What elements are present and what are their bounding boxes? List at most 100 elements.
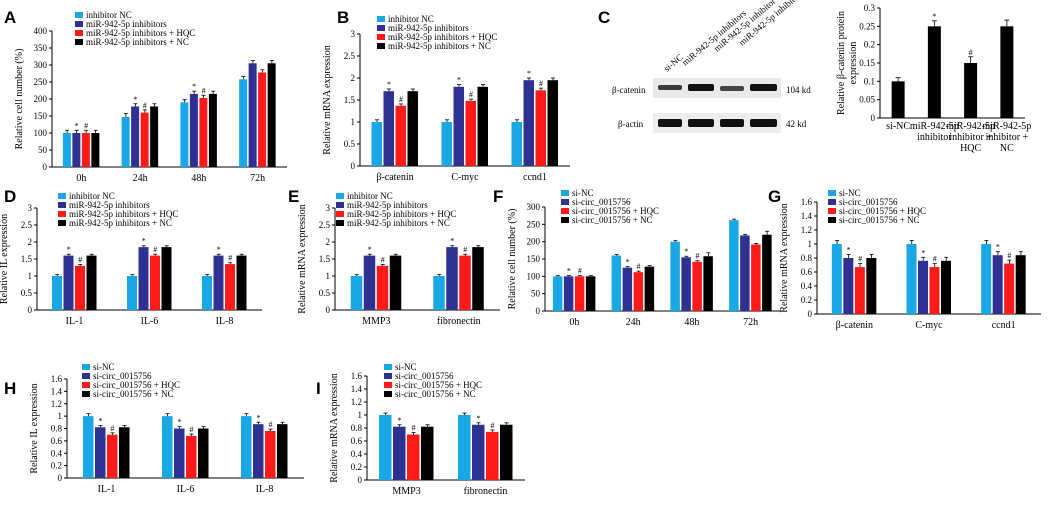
- bar: [363, 255, 376, 310]
- bar: [180, 102, 189, 167]
- y-axis-label: Relative IL expression: [0, 214, 10, 304]
- chart-panel-g: G 0 0.2 0.4 0.6 0.8 1 1.2 1.4 1.6 Relative mRNA ex…: [768, 187, 1041, 331]
- y-axis-label: Relative mRNA expression: [297, 204, 308, 313]
- bar: [150, 255, 160, 310]
- y-tick-label: 3: [351, 29, 356, 39]
- y-tick-label: 1.4: [51, 386, 63, 396]
- legend-label: si-NC: [572, 188, 594, 198]
- bar: [472, 247, 484, 310]
- significance-mark: *: [142, 237, 146, 246]
- blot-size-label: 104 kd: [786, 85, 811, 95]
- y-tick-label: 300: [527, 202, 541, 212]
- legend-swatch: [82, 364, 90, 370]
- significance-mark: #: [190, 425, 194, 434]
- chart-panel-c: C 0 0.05 0.1 0.15 0.2 0.25 0.3 Relative β-cateni…: [598, 3, 1031, 154]
- significance-mark: *: [457, 76, 461, 85]
- y-tick-label: 0.2: [801, 295, 812, 305]
- y-tick-label: 200: [34, 94, 48, 104]
- x-tick-label: 72h: [250, 173, 265, 184]
- bar: [441, 122, 452, 166]
- y-tick-label: 50: [38, 145, 48, 155]
- bar: [389, 255, 402, 310]
- bar: [107, 434, 118, 478]
- bar: [854, 267, 865, 314]
- bar: [379, 415, 392, 480]
- bar: [119, 427, 130, 478]
- significance-mark: #: [143, 101, 147, 110]
- significance-mark: *: [450, 237, 454, 246]
- x-tick-label: 48h: [684, 317, 699, 328]
- bar: [350, 276, 363, 310]
- significance-mark: #: [539, 79, 543, 88]
- chart-panel-b: B 0 0.5 1 1.5 2 2.5 3 Relative mRNA expression * #…: [322, 8, 570, 183]
- significance-mark: *: [75, 121, 79, 130]
- legend-swatch: [561, 190, 569, 196]
- legend-label: si-circ_0015756 + NC: [395, 389, 476, 399]
- bar: [1000, 26, 1014, 118]
- bar: [174, 428, 185, 478]
- legend-swatch: [82, 391, 90, 397]
- y-tick-label: 0.2: [351, 462, 362, 472]
- blot-band: [750, 84, 777, 91]
- bar: [459, 255, 471, 310]
- y-tick-label: 1: [358, 410, 363, 420]
- y-tick-label: 0.5: [21, 288, 33, 298]
- y-axis-label: Relative mRNA expression: [322, 45, 333, 154]
- bar: [964, 63, 978, 118]
- bar: [225, 264, 235, 310]
- chart-panel-f: F 0 50 100 150 200 250 300 Relative cell number …: [493, 187, 780, 328]
- bar: [239, 79, 248, 167]
- legend-swatch: [828, 217, 836, 223]
- bar: [843, 258, 854, 314]
- legend-label: inhibitor NC: [69, 191, 115, 201]
- significance-mark: *: [178, 418, 182, 427]
- legend-label: si-circ_0015756 + HQC: [93, 380, 180, 390]
- significance-mark: *: [387, 80, 391, 89]
- bar: [703, 256, 713, 311]
- y-tick-label: 1.5: [21, 254, 33, 264]
- legend-label: inhibitor NC: [347, 191, 393, 201]
- y-tick-label: 3: [326, 203, 331, 213]
- significance-mark: #: [463, 245, 467, 254]
- bar: [511, 122, 522, 166]
- bar: [140, 112, 149, 167]
- y-tick-label: 0.8: [801, 253, 813, 263]
- y-tick-label: 250: [34, 77, 48, 87]
- y-tick-label: 50: [531, 289, 541, 299]
- legend-swatch: [75, 39, 83, 45]
- y-tick-label: 1: [326, 271, 331, 281]
- chart-panel-d: D 0 0.5 1 1.5 2 2.5 3 Relative IL expression * # IL…: [0, 187, 262, 327]
- y-tick-label: 2.5: [344, 51, 356, 61]
- bar: [670, 241, 680, 311]
- y-tick-label: 0.4: [51, 448, 63, 458]
- panel-letter: I: [316, 379, 321, 398]
- x-tick-label: fibronectin: [464, 486, 508, 497]
- bar: [929, 267, 940, 314]
- x-tick-label: IL-8: [256, 484, 274, 495]
- chart-panel-e: E 0 0.5 1 1.5 2 2.5 3 Relative mRNA expression * #…: [288, 187, 500, 327]
- bar: [241, 416, 252, 478]
- significance-mark: #: [491, 421, 495, 430]
- bar: [891, 81, 905, 118]
- legend-label: inhibitor NC: [388, 14, 434, 24]
- bar: [927, 26, 941, 118]
- bar: [258, 72, 267, 167]
- bar: [622, 267, 633, 311]
- bar: [393, 426, 406, 480]
- bar: [563, 276, 574, 311]
- x-tick-label: IL-6: [177, 484, 195, 495]
- blot-size-label: 42 kd: [786, 119, 807, 129]
- legend-label: si-circ_0015756 + NC: [839, 215, 920, 225]
- y-tick-label: 0.6: [351, 436, 363, 446]
- legend-swatch: [82, 382, 90, 388]
- y-tick-label: 0.2: [51, 461, 62, 471]
- legend-swatch: [377, 43, 385, 49]
- bar: [138, 247, 149, 310]
- legend-swatch: [58, 193, 66, 199]
- panel-letter: H: [4, 379, 16, 398]
- x-tick-label: IL-6: [141, 316, 159, 327]
- bar: [199, 97, 208, 167]
- y-tick-label: 1.5: [319, 254, 331, 264]
- y-tick-label: 2.5: [319, 220, 331, 230]
- y-tick-label: 350: [34, 43, 48, 53]
